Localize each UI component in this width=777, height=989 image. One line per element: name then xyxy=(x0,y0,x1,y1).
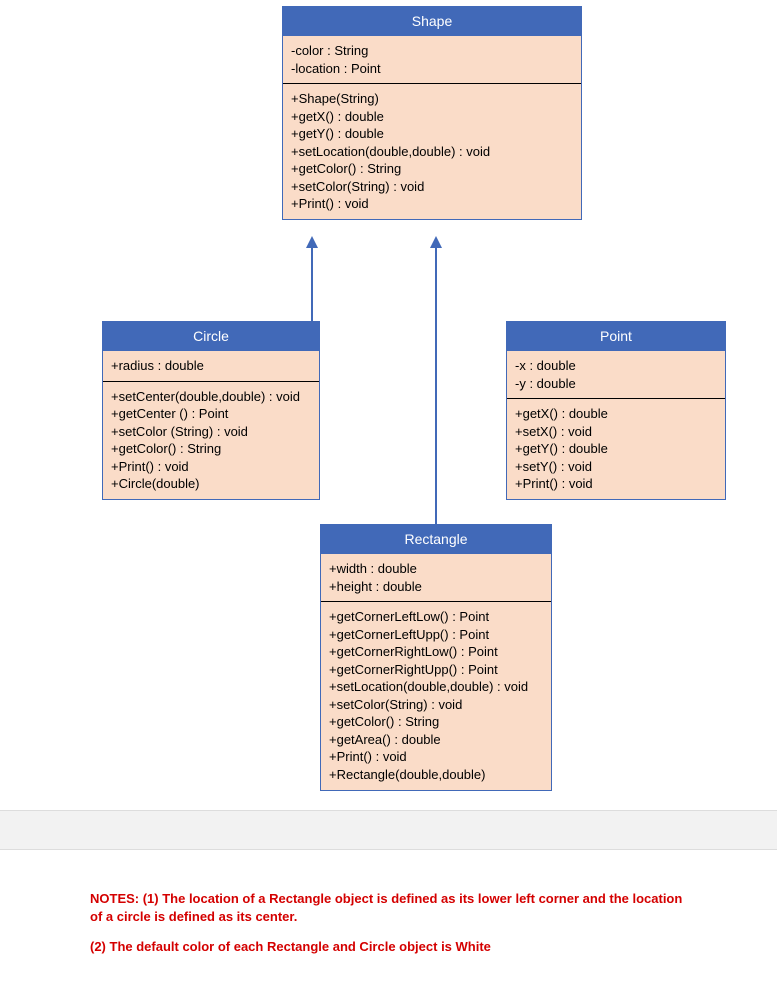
class-methods: +Shape(String) +getX() : double +getY() … xyxy=(283,83,581,219)
uml-class-point: Point -x : double -y : double +getX() : … xyxy=(506,321,726,500)
class-attributes: -x : double -y : double xyxy=(507,350,725,398)
inheritance-arrow-circle xyxy=(311,248,313,321)
uml-class-circle: Circle +radius : double +setCenter(doubl… xyxy=(102,321,320,500)
uml-diagram-canvas: Shape -color : String -location : Point … xyxy=(0,0,777,810)
arrowhead-icon xyxy=(306,236,318,248)
class-attributes: +radius : double xyxy=(103,350,319,381)
class-title: Circle xyxy=(103,322,319,350)
class-attributes: -color : String -location : Point xyxy=(283,35,581,83)
inheritance-arrow-rectangle xyxy=(435,248,437,524)
note-2: (2) The default color of each Rectangle … xyxy=(90,938,687,956)
separator-strip xyxy=(0,810,777,850)
class-methods: +getCornerLeftLow() : Point +getCornerLe… xyxy=(321,601,551,789)
class-attributes: +width : double +height : double xyxy=(321,553,551,601)
class-title: Shape xyxy=(283,7,581,35)
class-title: Point xyxy=(507,322,725,350)
arrowhead-icon xyxy=(430,236,442,248)
uml-class-rectangle: Rectangle +width : double +height : doub… xyxy=(320,524,552,791)
uml-class-shape: Shape -color : String -location : Point … xyxy=(282,6,582,220)
class-methods: +setCenter(double,double) : void +getCen… xyxy=(103,381,319,499)
class-title: Rectangle xyxy=(321,525,551,553)
notes-section: NOTES: (1) The location of a Rectangle o… xyxy=(0,850,777,989)
class-methods: +getX() : double +setX() : void +getY() … xyxy=(507,398,725,499)
